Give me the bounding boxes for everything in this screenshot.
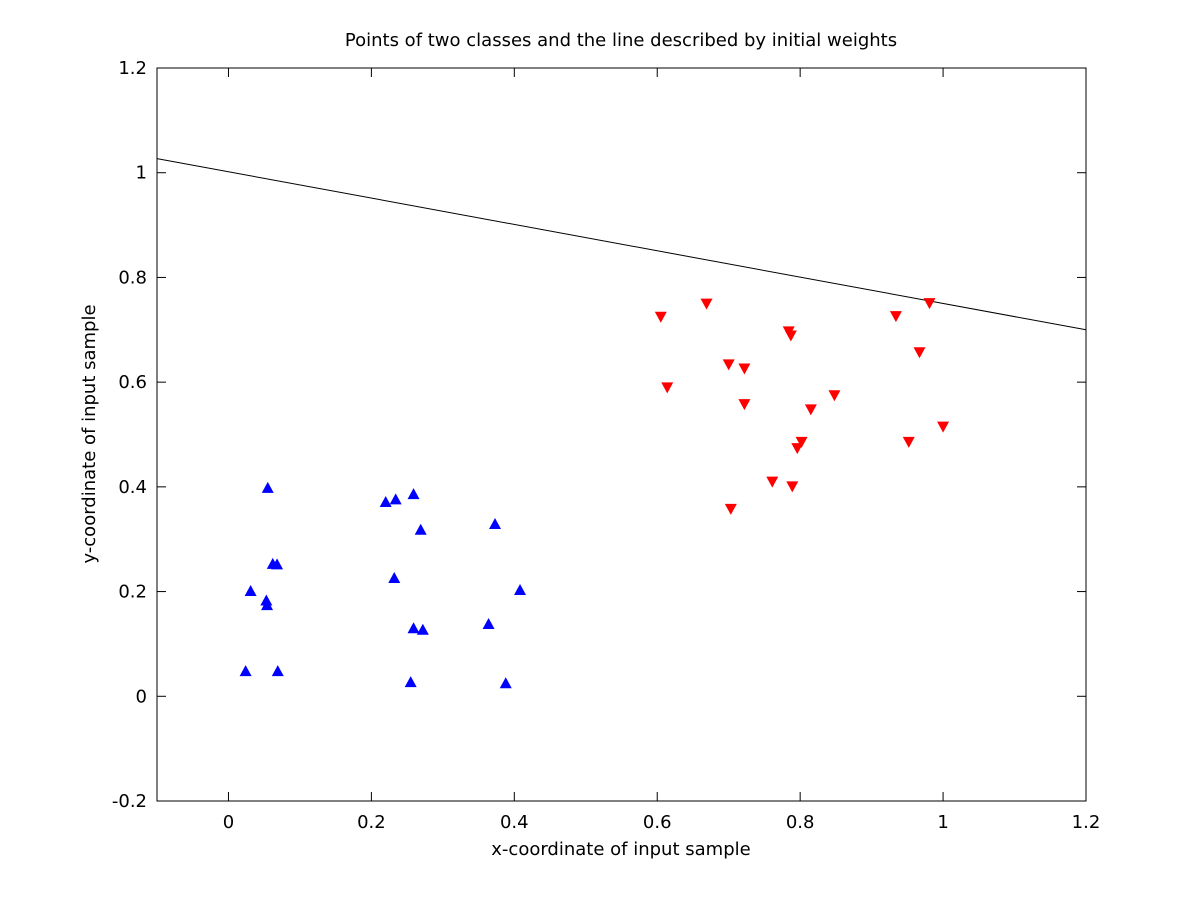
- class-1-point: [261, 599, 274, 611]
- x-tick-label: 0: [223, 812, 234, 833]
- class-2-point: [902, 436, 915, 448]
- class-1-point: [514, 584, 527, 596]
- class-1-point: [271, 558, 284, 570]
- class-2-point: [923, 298, 936, 310]
- y-tick-label: 0.4: [118, 477, 147, 498]
- y-tick-label: 0.2: [118, 582, 147, 603]
- class-2-point: [791, 443, 804, 455]
- x-tick-label: 0.8: [786, 812, 815, 833]
- x-axis-label: x-coordinate of input sample: [491, 839, 750, 860]
- y-tick-label: 0: [136, 686, 147, 707]
- class-1-point: [239, 665, 252, 677]
- class-1-point: [388, 571, 401, 583]
- class-2-point: [889, 311, 902, 323]
- class-1-point: [407, 488, 420, 500]
- decision-line: [156, 158, 1087, 331]
- y-tick-label: 1: [136, 163, 147, 184]
- class-1-point: [389, 493, 402, 505]
- x-tick-label: 1: [937, 812, 948, 833]
- class-1-point: [379, 496, 392, 508]
- x-tick-label: 0.6: [643, 812, 672, 833]
- class-2-point: [724, 503, 737, 515]
- class-2-point: [766, 476, 779, 488]
- chart-title: Points of two classes and the line descr…: [345, 30, 897, 51]
- decision-line-layer: [156, 158, 1087, 331]
- y-tick-label: 1.2: [118, 58, 147, 79]
- class-1-point: [407, 622, 420, 634]
- class-1-point: [482, 618, 495, 630]
- class-2-point: [700, 298, 713, 310]
- class-2-point: [913, 347, 926, 359]
- plot-frame: [156, 67, 1087, 802]
- points-layer: [239, 298, 950, 689]
- class-2-point: [722, 359, 735, 371]
- y-tick-label: -0.2: [112, 791, 147, 812]
- class-2-point: [654, 311, 667, 323]
- class-2-point: [661, 382, 674, 394]
- x-tick-label: 1.2: [1072, 812, 1101, 833]
- class-2-point: [804, 404, 817, 416]
- class-1-point: [499, 677, 512, 689]
- y-tick-label: 0.6: [118, 372, 147, 393]
- class-2-point: [738, 399, 751, 411]
- y-axis-label: y-coordinate of input sample: [79, 304, 100, 563]
- class-2-point: [828, 390, 841, 402]
- class-1-point: [404, 676, 417, 688]
- class-1-point: [416, 623, 429, 635]
- class-1-point: [271, 665, 284, 677]
- ticks-layer: 0 0.2 0.4 0.6 0.8 1 1.2 -0.2 0 0.2 0.4 0.6 0.8 1 1.2: [112, 58, 1100, 833]
- class-2-point: [786, 481, 799, 493]
- class-2-point: [795, 436, 808, 448]
- class-1-point: [244, 585, 257, 597]
- class-1-point: [414, 523, 427, 535]
- x-tick-label: 0.2: [357, 812, 386, 833]
- class-1-point: [261, 481, 274, 493]
- class-1-point: [489, 518, 502, 530]
- class-2-point: [937, 421, 950, 433]
- class-2-point: [784, 330, 797, 342]
- class-2-point: [738, 363, 751, 375]
- x-tick-label: 0.4: [500, 812, 529, 833]
- y-tick-label: 0.8: [118, 267, 147, 288]
- class-1-point: [260, 594, 273, 606]
